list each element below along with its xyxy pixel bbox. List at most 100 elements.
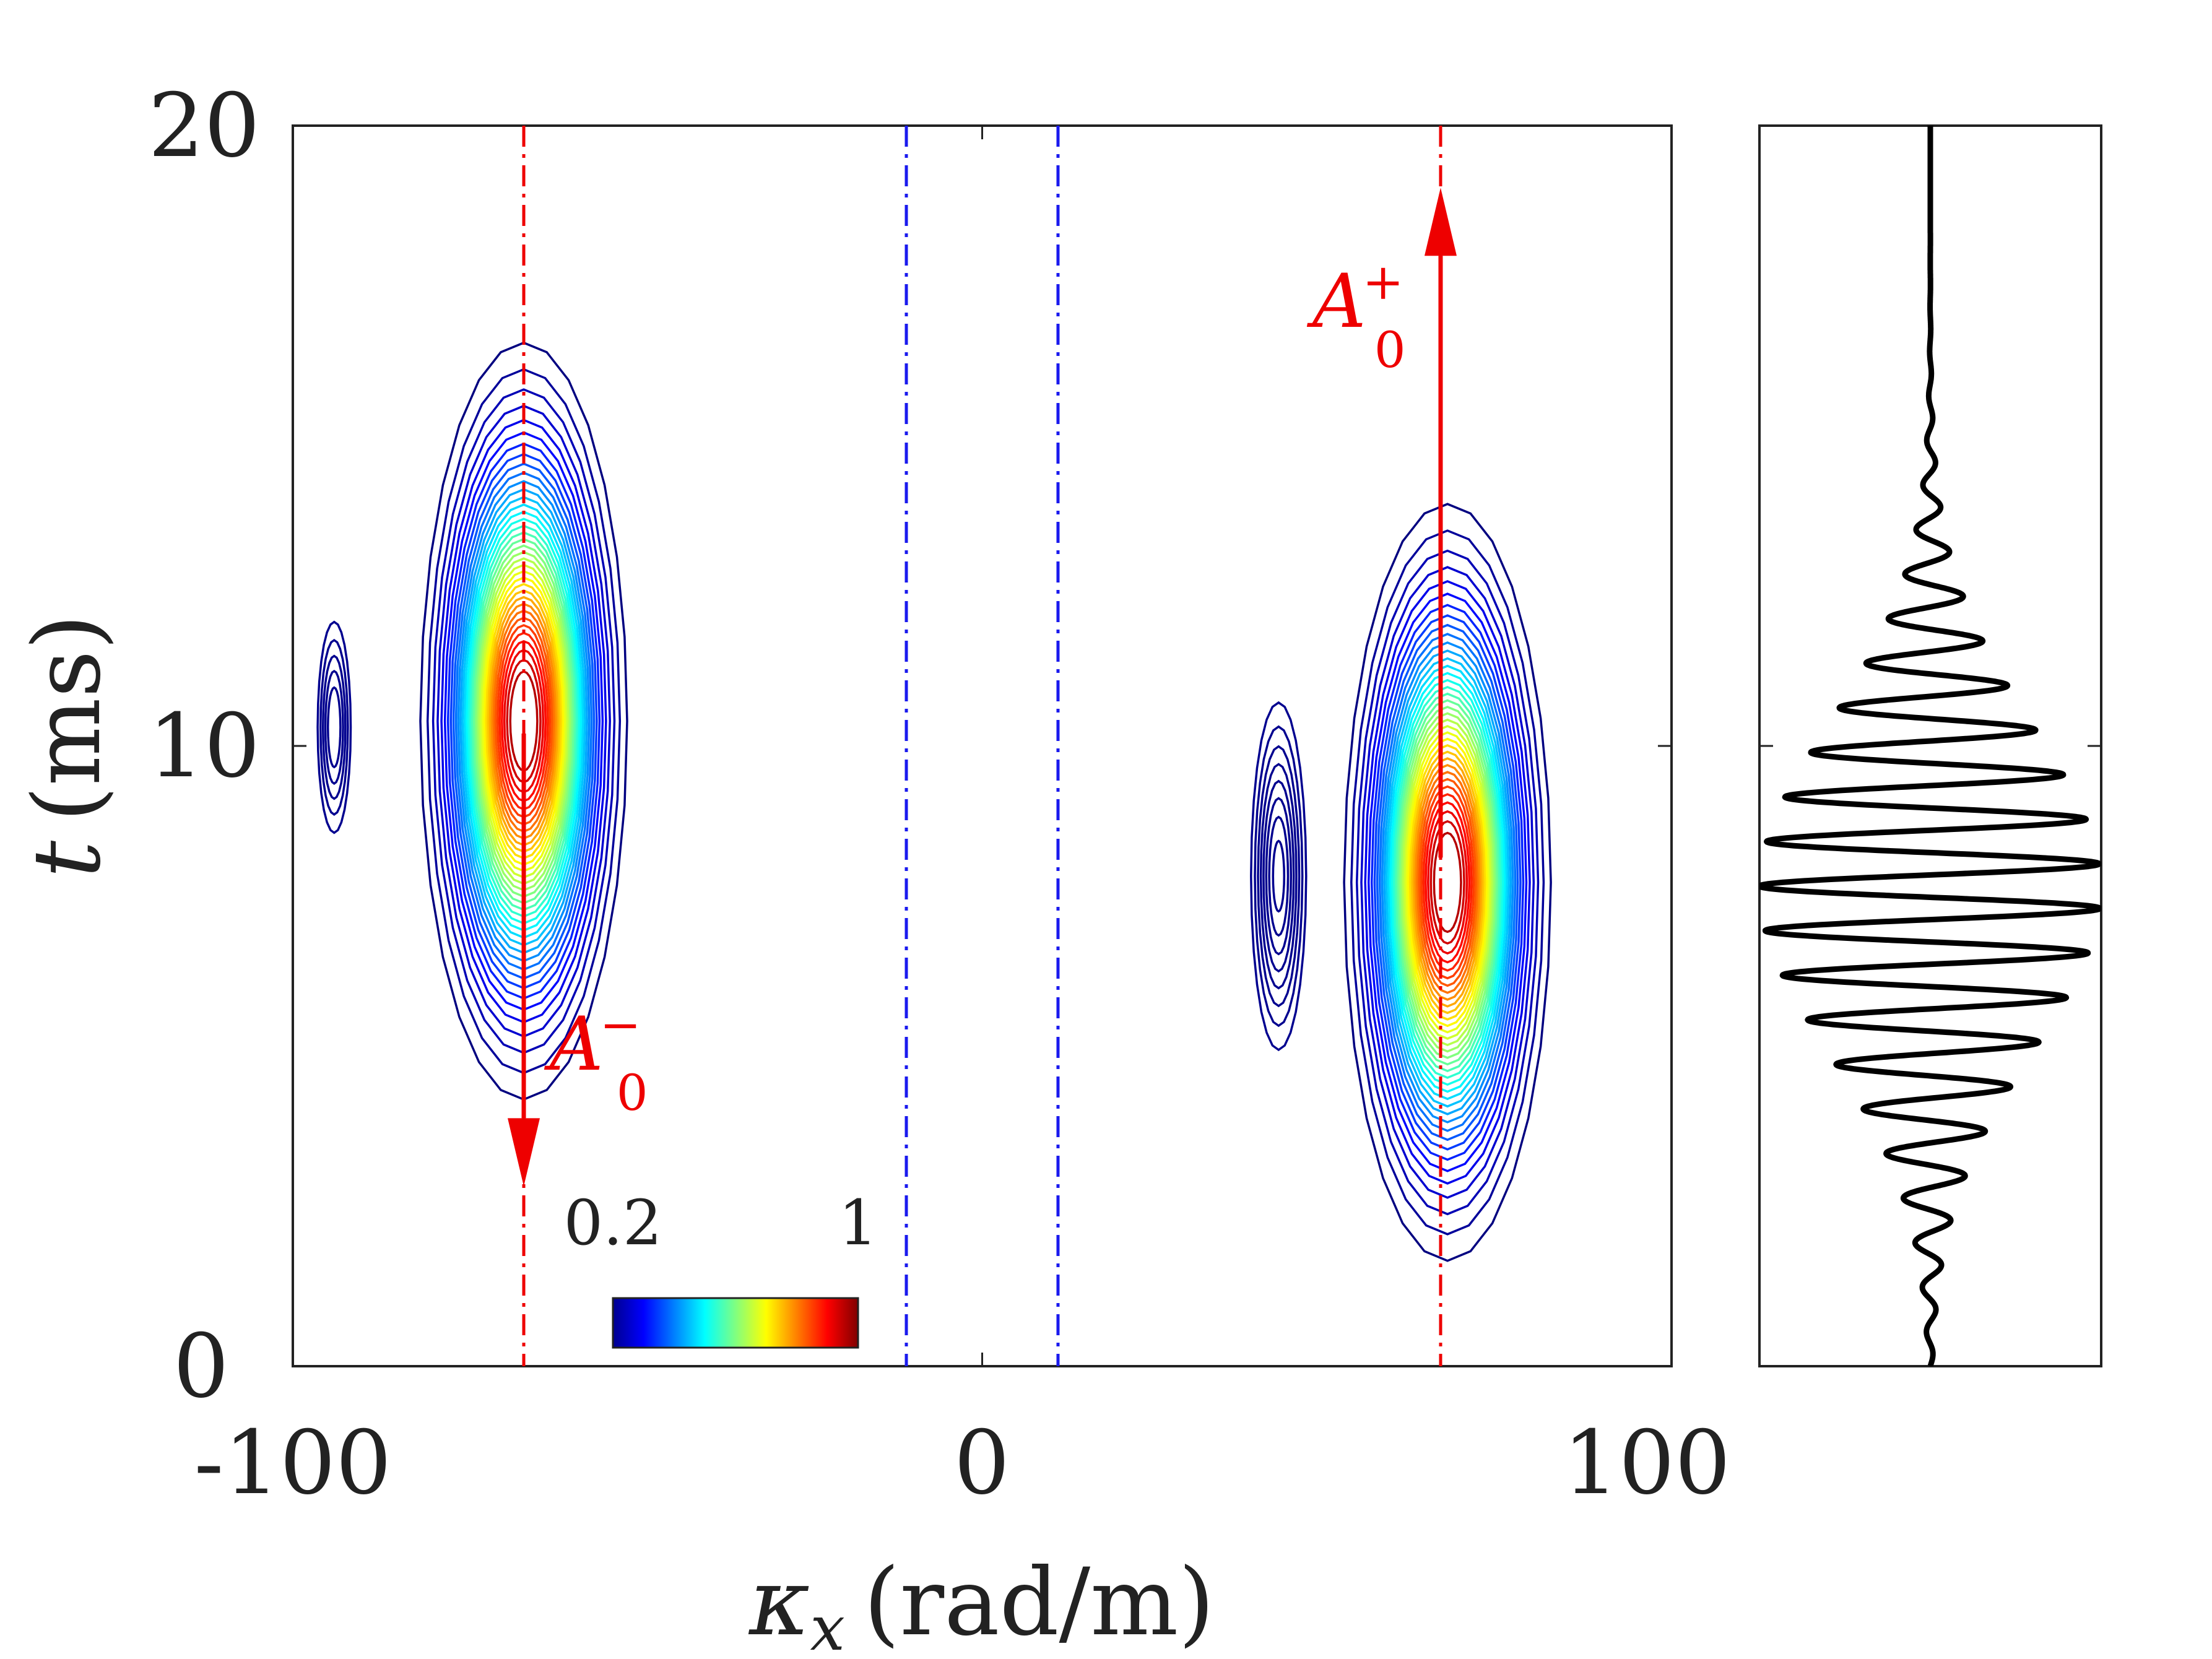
y-axis-label: t (ms) <box>14 614 121 878</box>
contour-positive-mode-level-14 <box>1389 672 1506 1093</box>
x-tick-label-100: 100 <box>1563 1412 1730 1514</box>
contour-negative-mode-level-32 <box>498 631 549 811</box>
contour-positive-mode-level-33 <box>1425 801 1471 964</box>
contour-small-left-lobe-level-2 <box>321 654 347 800</box>
contour-positive-mode-level-21 <box>1402 718 1493 1046</box>
contour-positive-mode-level-17 <box>1395 692 1501 1072</box>
contour-negative-mode-level-25 <box>485 583 563 860</box>
contour-positive-mode-level-35 <box>1429 820 1465 945</box>
contour-negative-mode-level-9 <box>454 471 593 971</box>
contour-negative-mode-level-15 <box>467 518 581 925</box>
contour-small-right-lobe-level-5 <box>1265 797 1293 956</box>
contour-group-positive-mode <box>1343 503 1552 1262</box>
contour-positive-mode-level-5 <box>1367 592 1528 1172</box>
y-axis-unit: (ms) <box>14 614 121 822</box>
contour-negative-mode-level-30 <box>494 617 553 826</box>
colorbar-min-label: 0.2 <box>563 1187 662 1259</box>
contour-negative-mode-level-31 <box>496 624 552 818</box>
contour-positive-mode-level-8 <box>1376 623 1519 1141</box>
colorbar: 0.2 1 <box>563 1187 878 1349</box>
contour-positive-mode-level-4 <box>1364 580 1531 1185</box>
waveform-line <box>1759 126 2101 1366</box>
contour-negative-mode-level-5 <box>443 431 604 1011</box>
contour-negative-mode-level-16 <box>469 524 579 918</box>
side-axes <box>1758 124 2102 1367</box>
contour-positive-mode-level-30 <box>1418 778 1477 987</box>
arrow-a0-minus-head <box>508 1118 540 1187</box>
contour-small-right-lobe-level-0 <box>1250 701 1308 1052</box>
contour-negative-mode-level-14 <box>465 511 583 932</box>
contour-negative-mode-level-4 <box>440 418 607 1024</box>
arrow-layer <box>508 188 1457 1187</box>
contour-negative-mode-level-19 <box>474 544 573 898</box>
contour-positive-mode-level-19 <box>1398 706 1497 1059</box>
contour-small-right-lobe-level-3 <box>1259 763 1298 990</box>
contour-negative-mode-level-24 <box>483 576 565 866</box>
label-a0-minus-sub: 0 <box>617 1064 648 1122</box>
contour-negative-mode-level-36 <box>509 670 539 772</box>
contour-positive-mode-level-29 <box>1416 771 1479 994</box>
contour-small-right-lobe-level-1 <box>1254 725 1304 1028</box>
contour-negative-mode-level-11 <box>459 488 589 955</box>
label-a0-plus-sub: 0 <box>1374 321 1406 379</box>
contour-negative-mode-level-1 <box>426 368 622 1075</box>
tick-marks <box>292 124 1673 1367</box>
contour-negative-mode-level-35 <box>506 659 542 784</box>
contour-negative-mode-level-2 <box>432 388 616 1054</box>
contour-positive-mode-level-27 <box>1412 757 1483 1008</box>
contour-positive-mode-level-11 <box>1383 649 1512 1115</box>
contour-positive-mode-level-36 <box>1433 831 1462 933</box>
x-tick-labels: -100 0 100 <box>194 1412 1730 1514</box>
contour-negative-mode-level-21 <box>478 557 570 885</box>
x-axis-symbol: κ <box>748 1549 810 1657</box>
label-a0-minus-sup: − <box>600 996 641 1054</box>
contour-positive-mode-level-32 <box>1422 793 1473 972</box>
contour-negative-mode-level-7 <box>449 453 598 990</box>
contour-positive-mode-level-6 <box>1370 604 1525 1161</box>
label-a0-plus-sup: + <box>1363 253 1404 311</box>
contour-positive-mode-level-15 <box>1391 678 1504 1086</box>
contour-positive-mode-level-1 <box>1350 529 1545 1236</box>
contour-negative-mode-level-29 <box>492 609 555 833</box>
colorbar-gradient <box>612 1297 859 1349</box>
contour-small-right-lobe-level-4 <box>1262 779 1295 973</box>
x-axis-label: κx (rad/m) <box>748 1549 1215 1659</box>
contour-small-left-lobe-level-4 <box>326 686 342 769</box>
contour-positive-mode-level-0 <box>1343 503 1552 1262</box>
y-axis-symbol: t <box>14 840 121 878</box>
y-tick-labels: 20 10 0 <box>148 75 260 1418</box>
contour-negative-mode-level-23 <box>482 570 566 872</box>
contour-positive-mode-level-9 <box>1378 633 1517 1132</box>
arrow-a0-plus-head <box>1424 188 1457 256</box>
contour-negative-mode-level-13 <box>463 503 584 939</box>
x-tick-label-0: 0 <box>954 1412 1010 1514</box>
y-tick-label-10: 10 <box>148 695 260 797</box>
contour-positive-mode-level-13 <box>1387 664 1508 1101</box>
contour-small-right-lobe-level-2 <box>1257 745 1301 1008</box>
contour-negative-mode-level-33 <box>501 640 547 802</box>
x-tick-label-neg100: -100 <box>194 1412 391 1514</box>
contour-positive-mode-level-2 <box>1355 549 1540 1216</box>
contour-small-left-lobe-level-3 <box>324 669 344 785</box>
contour-positive-mode-level-25 <box>1408 744 1486 1021</box>
contour-negative-mode-level-8 <box>452 462 596 980</box>
label-a0-plus-base: A <box>1306 259 1366 345</box>
contour-group-negative-mode <box>419 341 628 1101</box>
contour-negative-mode-level-17 <box>471 531 577 911</box>
contour-group-small-right-lobe <box>1250 701 1308 1052</box>
contour-negative-mode-level-34 <box>503 649 545 794</box>
contour-negative-mode-level-18 <box>472 538 575 904</box>
x-axis-subscript: x <box>810 1592 845 1659</box>
contour-group-small-left-lobe <box>316 620 352 834</box>
contour-negative-mode-level-10 <box>457 480 591 963</box>
contour-small-right-lobe-level-6 <box>1268 815 1290 937</box>
contour-positive-mode-level-18 <box>1397 699 1499 1066</box>
x-axis-unit: (rad/m) <box>864 1549 1215 1657</box>
contour-layer <box>316 341 1552 1262</box>
contour-positive-mode-level-34 <box>1427 810 1468 955</box>
contour-negative-mode-level-12 <box>461 496 586 946</box>
contour-positive-mode-level-10 <box>1381 641 1514 1124</box>
label-a0-plus: A+ 0 <box>1306 253 1406 379</box>
contour-positive-mode-level-28 <box>1414 764 1481 1001</box>
